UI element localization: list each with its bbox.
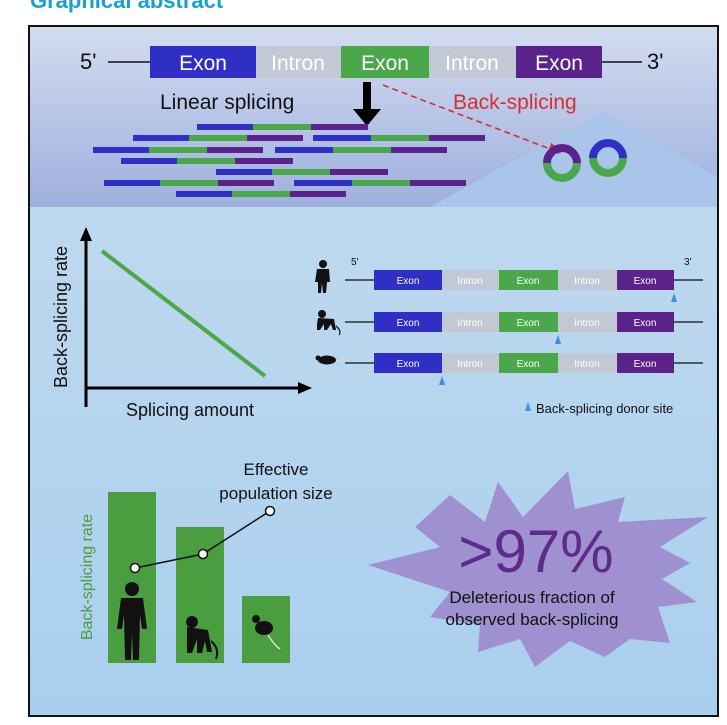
plot-trend-line xyxy=(100,249,267,378)
mouse-exon-2-label: Exon xyxy=(517,359,540,370)
species-row-human: Exon Intron Exon Intron Exon xyxy=(315,260,703,302)
legend-donor-label: Back-splicing donor site xyxy=(536,401,673,416)
species-three-prime-label: 3' xyxy=(684,257,692,268)
mouse-exon-3-label: Exon xyxy=(634,359,657,370)
diagram-canvas: 5' Exon Intron Exon Intron Exon 3' Linea… xyxy=(51,46,717,667)
circrna-left xyxy=(543,144,581,182)
plot-x-label: Splicing amount xyxy=(126,400,254,420)
deleterious-percent: >97% xyxy=(458,518,613,585)
intron-2-label: Intron xyxy=(445,52,499,75)
human-icon xyxy=(315,260,330,293)
human-silhouette xyxy=(117,582,147,660)
population-point-mouse xyxy=(264,505,276,517)
species-five-prime-label: 5' xyxy=(351,257,359,268)
legend-donor-marker xyxy=(525,402,531,411)
monkey-donor-site-marker xyxy=(555,335,561,344)
human-donor-site-marker xyxy=(671,293,677,302)
intron-2-block xyxy=(429,46,516,78)
mouse-icon xyxy=(315,355,345,365)
caption-line1: Deleterious fraction of xyxy=(449,588,615,607)
exon-1-label: Exon xyxy=(179,52,227,75)
exon-3-label: Exon xyxy=(535,52,583,75)
exon-1-block xyxy=(150,46,256,78)
caption-line2: observed back-splicing xyxy=(446,610,619,629)
human-exon-2-label: Exon xyxy=(517,276,540,287)
five-prime-label: 5' xyxy=(80,49,96,74)
mouse-intron-2-label: Intron xyxy=(574,359,600,370)
species-row-mouse: Exon Intron Exon Intron Exon xyxy=(315,353,703,385)
intron-1-label: Intron xyxy=(271,52,325,75)
human-exon-3-label: Exon xyxy=(634,276,657,287)
bars-y-label: Back-splicing rate xyxy=(79,514,96,640)
abstract-frame: 5' Exon Intron Exon Intron Exon 3' Linea… xyxy=(28,25,719,717)
human-intron-2-label: Intron xyxy=(574,276,600,287)
human-exon-1-label: Exon xyxy=(397,276,420,287)
linear-splicing-label: Linear splicing xyxy=(160,91,294,114)
monkey-silhouette xyxy=(186,616,219,660)
splicing-plot xyxy=(80,227,312,407)
exon-3-block xyxy=(516,46,602,78)
starburst-shape xyxy=(368,471,708,667)
back-splicing-arrow xyxy=(382,84,561,155)
monkey-intron-1-label: Intron xyxy=(457,318,483,329)
monkey-exon-2-label: Exon xyxy=(517,318,540,329)
monkey-intron-2-label: Intron xyxy=(574,318,600,329)
exon-2-block xyxy=(341,46,429,78)
plot-x-arrowhead xyxy=(298,382,312,394)
effective-label-line2: population size xyxy=(219,484,332,503)
intron-1-block xyxy=(256,46,341,78)
monkey-exon-1-label: Exon xyxy=(397,318,420,329)
exon-2-label: Exon xyxy=(361,52,409,75)
monkey-icon xyxy=(317,310,341,336)
linear-splicing-arrow xyxy=(353,82,381,126)
species-row-monkey: Exon Intron Exon Intron Exon xyxy=(317,310,703,344)
plot-y-arrowhead xyxy=(80,227,92,241)
effective-label-line1: Effective xyxy=(244,460,309,479)
graphical-abstract-title: Graphical abstract xyxy=(30,0,224,13)
linear-mrna-stack xyxy=(93,124,485,197)
back-splicing-label: Back-splicing xyxy=(453,91,577,114)
plot-y-label: Back-splicing rate xyxy=(51,246,71,388)
bar-human xyxy=(108,492,156,663)
mouse-intron-1-label: Intron xyxy=(457,359,483,370)
population-point-human xyxy=(129,562,141,574)
mouse-exon-1-label: Exon xyxy=(397,359,420,370)
circrna-right xyxy=(589,139,627,177)
human-intron-1-label: Intron xyxy=(457,276,483,287)
mouse-silhouette xyxy=(252,615,281,650)
population-point-monkey xyxy=(197,548,209,560)
mouse-donor-site-marker xyxy=(439,376,445,385)
monkey-exon-3-label: Exon xyxy=(634,318,657,329)
three-prime-label: 3' xyxy=(647,49,663,74)
